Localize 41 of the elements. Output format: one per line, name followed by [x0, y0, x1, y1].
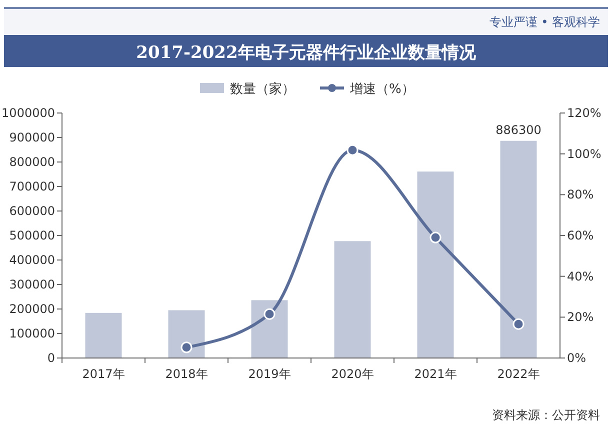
y2-tick-label: 80%: [567, 188, 594, 202]
text: 专业严谨 • 客观科学: [489, 15, 600, 29]
x-tick-label: 2018年: [165, 367, 208, 381]
y-tick-label: 300000: [9, 278, 55, 292]
y-tick-label: 400000: [9, 253, 55, 267]
x-tick-label: 2019年: [248, 367, 291, 381]
data-label: 886300: [496, 122, 542, 137]
y2-tick-label: 20%: [567, 310, 594, 324]
bar: [168, 310, 205, 358]
y-tick-label: 600000: [9, 204, 55, 218]
point: [430, 232, 442, 244]
y2-tick-label: 100%: [567, 146, 602, 161]
bar: [417, 172, 454, 358]
text: 资料来源：公开资料: [492, 408, 600, 422]
x-tick-label: 2021年: [414, 367, 457, 381]
point: [512, 318, 524, 330]
y-tick-label: 700000: [9, 180, 55, 194]
bar: [500, 140, 537, 358]
bar: [251, 300, 288, 358]
y2-tick-label: 0%: [567, 351, 586, 365]
y-tick-label: 800000: [9, 155, 55, 169]
point: [346, 144, 358, 156]
legend-label: 数量（家）: [230, 81, 295, 97]
y-tick-label: 900000: [9, 130, 55, 144]
point: [264, 308, 276, 320]
x-tick-label: 2022年: [497, 367, 540, 381]
y2-tick-label: 40%: [567, 269, 594, 284]
x-tick-label: 2020年: [331, 367, 374, 381]
y-tick-label: 100000: [9, 326, 55, 340]
point: [180, 342, 192, 354]
y-tick-label: 1000000: [2, 106, 55, 120]
y2-tick-label: 120%: [567, 106, 602, 120]
x-tick-label: 2017年: [82, 367, 125, 381]
y2-tick-label: 60%: [567, 228, 594, 242]
y-tick-label: 500000: [9, 228, 55, 242]
y-tick-label: 0: [47, 351, 55, 365]
bar: [85, 312, 122, 358]
chart-title: 2017-2022年电子元器件行业企业数量情况: [136, 43, 477, 63]
legend-label: 增速（%）: [349, 82, 414, 97]
bar: [334, 241, 371, 358]
y-tick-label: 200000: [9, 302, 55, 316]
